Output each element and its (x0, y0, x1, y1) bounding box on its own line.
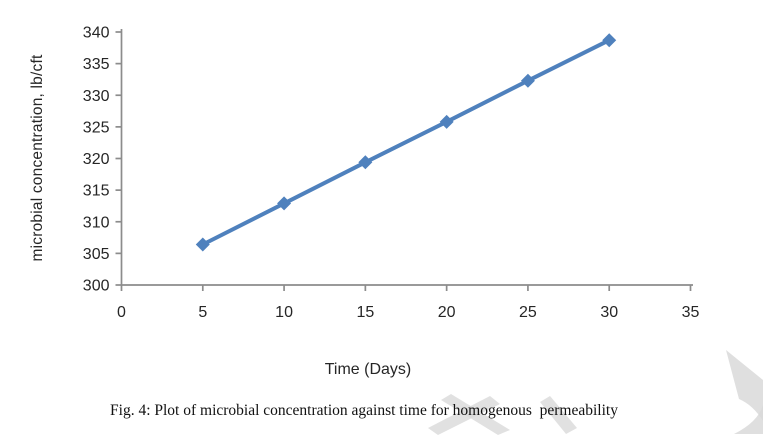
watermark-ribbon-c (540, 396, 577, 434)
watermark-ribbon-a (428, 396, 500, 435)
y-tick-label: 330 (83, 88, 110, 105)
diamond-marker (439, 114, 454, 129)
x-tick-label: 15 (356, 304, 374, 321)
x-tick-label: 0 (117, 304, 126, 321)
series-line (200, 38, 612, 247)
diamond-marker (602, 33, 617, 48)
diamond-marker (520, 73, 535, 88)
diamond-marker (195, 237, 210, 252)
x-axis-title: Time (Days) (324, 361, 412, 378)
figure-caption: Fig. 4: Plot of microbial concentration … (110, 402, 618, 419)
y-tick-label: 340 (83, 25, 110, 42)
watermark-ribbon-b (441, 394, 510, 435)
x-tick-label: 5 (198, 304, 207, 321)
y-axis-title: microbial concentration, lb/cft (29, 54, 46, 262)
watermark-chevron-large (726, 350, 763, 421)
y-tick-label: 305 (83, 246, 110, 263)
watermark-chevron-large-tail (734, 405, 763, 434)
y-tick-label: 315 (83, 183, 110, 200)
y-tick-label: 320 (83, 151, 110, 168)
x-tick-label: 10 (275, 304, 293, 321)
y-tick-label: 335 (83, 56, 110, 73)
x-tick-label: 35 (682, 304, 700, 321)
x-tick-label: 25 (519, 304, 537, 321)
x-tick-label: 30 (600, 304, 618, 321)
y-tick-label: 325 (83, 119, 110, 136)
diamond-marker (358, 155, 373, 170)
x-tick-label: 20 (438, 304, 456, 321)
y-tick-label: 300 (83, 278, 110, 295)
diamond-marker (277, 196, 292, 211)
y-tick-label: 310 (83, 214, 110, 231)
